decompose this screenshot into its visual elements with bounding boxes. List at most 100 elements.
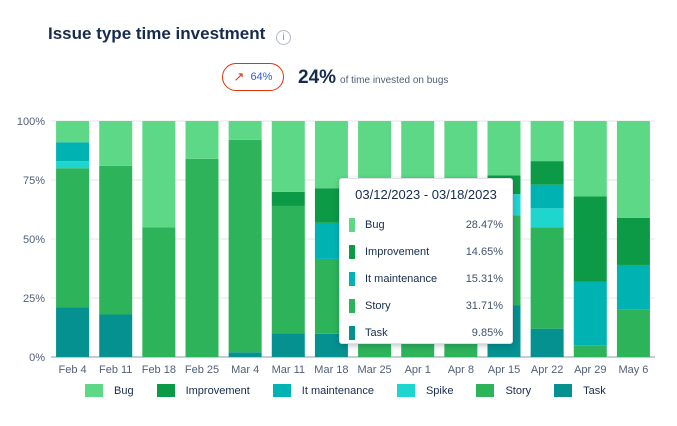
tooltip-row-story: Story 31.71% <box>349 298 503 314</box>
tooltip-swatch <box>349 299 355 313</box>
bar-segment-task[interactable] <box>99 314 133 357</box>
tooltip-label: Improvement <box>365 246 430 258</box>
x-tick-label: Apr 22 <box>531 364 563 376</box>
legend-label: Bug <box>114 384 134 397</box>
x-tick-label: Apr 29 <box>574 364 606 376</box>
chart-tooltip: 03/12/2023 - 03/18/2023 Bug 28.47% Impro… <box>339 178 513 344</box>
x-tick-label: Apr 1 <box>405 364 431 376</box>
chart-title: Issue type time investment <box>48 24 266 43</box>
bar-segment-story[interactable] <box>56 168 90 308</box>
bar-segment-improvement[interactable] <box>530 161 564 185</box>
x-tick-label: May 6 <box>618 364 648 376</box>
tooltip-title: 03/12/2023 - 03/18/2023 <box>355 187 497 202</box>
bar-segment-bug[interactable] <box>228 121 262 140</box>
bar-segment-story[interactable] <box>142 227 176 357</box>
y-tick-label: 75% <box>23 175 45 187</box>
info-icon[interactable]: i <box>276 30 291 45</box>
tooltip-row-task: Task 9.85% <box>349 325 503 341</box>
bar-segment-it-maintenance[interactable] <box>56 142 90 162</box>
tooltip-label: Bug <box>365 219 385 231</box>
bar-segment-improvement[interactable] <box>271 191 305 206</box>
bar-segment-improvement[interactable] <box>573 196 607 282</box>
legend-swatch <box>396 384 415 397</box>
bar-segment-story[interactable] <box>228 139 262 353</box>
bar-segment-bug[interactable] <box>142 121 176 228</box>
bar-segment-bug[interactable] <box>530 121 564 162</box>
bar-segment-bug[interactable] <box>271 121 305 192</box>
legend-swatch <box>156 384 175 397</box>
x-tick-label: Apr 8 <box>448 364 474 376</box>
legend-item-it-maintenance[interactable]: It maintenance <box>272 384 374 397</box>
bar-segment-task[interactable] <box>228 352 262 357</box>
legend-item-task[interactable]: Task <box>554 384 606 397</box>
bar-segment-bug[interactable] <box>616 121 650 218</box>
bar-segment-bug[interactable] <box>401 121 435 178</box>
legend-label: Spike <box>425 384 454 397</box>
y-tick-label: 50% <box>23 234 45 246</box>
bar-segment-bug[interactable] <box>444 121 478 178</box>
legend-swatch <box>554 384 573 397</box>
bar-segment-improvement[interactable] <box>616 217 650 265</box>
legend-item-spike[interactable]: Spike <box>396 384 454 397</box>
tooltip-label: Story <box>365 300 391 312</box>
bar-segment-bug[interactable] <box>487 121 521 176</box>
bug-share-text: of time invested on bugs <box>340 75 449 86</box>
bar-segment-task[interactable] <box>530 328 564 357</box>
trend-value: 64% <box>250 71 273 83</box>
legend-label: It maintenance <box>301 384 374 397</box>
bar-segment-spike[interactable] <box>530 208 564 228</box>
bar-segment-story[interactable] <box>616 309 650 357</box>
legend-label: Story <box>505 384 532 397</box>
bar-segment-bug[interactable] <box>99 121 133 166</box>
x-tick-label: Feb 25 <box>185 364 219 376</box>
tooltip-swatch <box>349 272 355 286</box>
tooltip-value: 15.31% <box>465 273 503 285</box>
x-tick-label: Mar 4 <box>231 364 259 376</box>
tooltip-value: 14.65% <box>465 246 503 258</box>
bar-segment-story[interactable] <box>185 158 219 357</box>
bar-segment-bug[interactable] <box>56 121 90 143</box>
bar-segment-story[interactable] <box>530 227 564 329</box>
legend-swatch <box>272 384 291 397</box>
x-tick-label: Feb 11 <box>99 364 132 376</box>
legend-swatch <box>476 384 495 397</box>
y-tick-label: 0% <box>29 352 45 364</box>
tooltip-swatch <box>349 245 355 259</box>
legend-item-improvement[interactable]: Improvement <box>156 384 250 397</box>
tooltip-swatch <box>349 218 355 232</box>
arrow-up-right-icon: ↗ <box>233 69 245 84</box>
trend-badge: ↗ 64% <box>222 63 284 91</box>
legend-item-bug[interactable]: Bug <box>85 384 134 397</box>
bar-segment-story[interactable] <box>99 165 133 315</box>
tooltip-value: 9.85% <box>471 327 503 339</box>
bug-share-value: 24% <box>298 67 337 88</box>
tooltip-label: Task <box>365 327 388 339</box>
bar-segment-task[interactable] <box>271 333 305 357</box>
tooltip-row-it-maintenance: It maintenance 15.31% <box>349 271 503 287</box>
bug-share-summary: 24% of time invested on bugs <box>298 67 448 89</box>
legend-swatch <box>85 384 103 397</box>
x-tick-label: Feb 4 <box>59 364 87 376</box>
bar-segment-it-maintenance[interactable] <box>573 281 607 346</box>
bar-segment-it-maintenance[interactable] <box>616 264 650 310</box>
tooltip-row-bug: Bug 28.47% <box>349 217 503 233</box>
bar-segment-it-maintenance[interactable] <box>530 184 564 209</box>
y-tick-label: 100% <box>17 116 45 128</box>
x-tick-label: Mar 18 <box>314 364 348 376</box>
x-tick-label: Mar 11 <box>272 364 305 376</box>
bar-segment-story[interactable] <box>271 205 305 334</box>
bar-segment-bug[interactable] <box>573 121 607 197</box>
tooltip-swatch <box>349 326 355 340</box>
tooltip-label: It maintenance <box>365 273 438 285</box>
x-tick-label: Apr 15 <box>488 364 520 376</box>
bar-segment-bug[interactable] <box>314 121 348 189</box>
bar-segment-story[interactable] <box>573 345 607 357</box>
y-tick-label: 25% <box>23 293 45 305</box>
bar-segment-spike[interactable] <box>56 161 90 169</box>
legend-item-story[interactable]: Story <box>476 384 531 397</box>
bar-segment-bug[interactable] <box>185 121 219 159</box>
bar-segment-task[interactable] <box>56 307 90 357</box>
chart-legend: Bug Improvement It maintenance Spike Sto… <box>85 384 629 397</box>
x-tick-label: Mar 25 <box>357 364 391 376</box>
